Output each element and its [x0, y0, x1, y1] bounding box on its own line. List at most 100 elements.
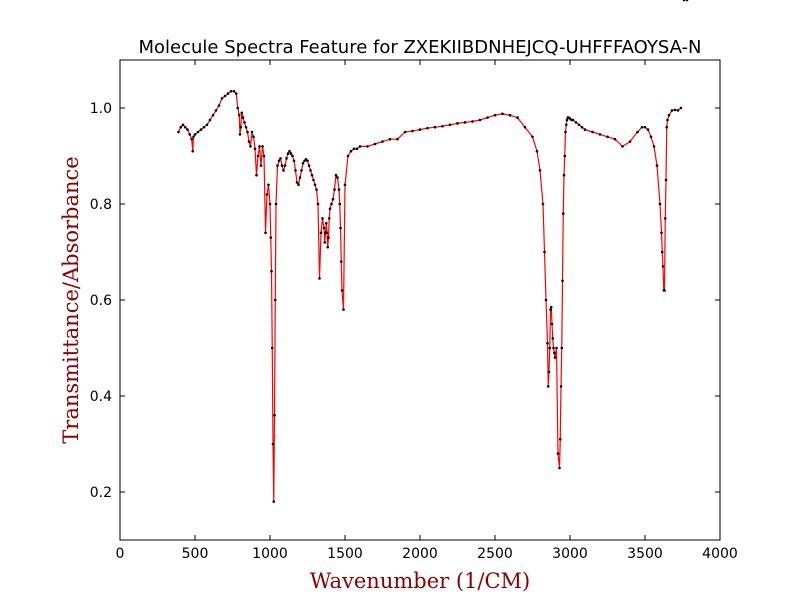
data-point	[649, 135, 653, 139]
y-axis-ticks: 0.2 0.4 0.6 0.8 1.0	[90, 101, 720, 501]
data-point	[282, 169, 285, 172]
data-point	[665, 125, 669, 129]
data-point	[551, 337, 555, 340]
data-point	[508, 113, 512, 117]
data-point	[310, 173, 314, 177]
data-point	[183, 125, 187, 129]
data-point	[277, 159, 281, 163]
data-point	[268, 202, 272, 206]
data-point	[463, 121, 467, 124]
data-point	[191, 149, 195, 153]
data-point	[663, 217, 667, 220]
data-point	[244, 125, 248, 129]
data-point	[324, 221, 328, 225]
data-point	[563, 154, 567, 158]
data-point	[336, 176, 339, 179]
data-point	[531, 135, 534, 139]
data-point	[666, 118, 669, 122]
data-point	[613, 137, 617, 141]
data-point	[258, 145, 261, 148]
data-point	[315, 188, 318, 191]
data-point	[381, 140, 384, 143]
data-point	[238, 133, 242, 136]
data-point	[355, 147, 359, 151]
data-point	[591, 130, 594, 134]
data-point	[556, 452, 560, 455]
data-point	[561, 279, 564, 283]
data-point	[234, 92, 238, 95]
data-point	[270, 346, 274, 350]
data-point	[448, 123, 452, 127]
data-point	[273, 413, 276, 417]
data-point	[550, 322, 554, 326]
x-tick-label: 2500	[477, 546, 513, 562]
data-point	[312, 178, 315, 182]
data-point	[433, 125, 437, 129]
data-point	[301, 161, 305, 165]
data-point	[186, 128, 189, 131]
data-point	[580, 125, 584, 129]
data-point	[478, 118, 482, 122]
data-point	[276, 164, 279, 167]
data-point	[352, 147, 356, 151]
data-point	[247, 140, 251, 143]
data-point	[240, 111, 244, 115]
data-point	[543, 250, 546, 254]
data-point	[241, 116, 245, 119]
data-point	[334, 173, 338, 177]
data-point	[552, 346, 555, 350]
x-tick-label: 3500	[627, 546, 663, 562]
data-point	[300, 169, 303, 172]
data-point	[330, 202, 333, 206]
data-point	[316, 202, 320, 206]
x-tick-label: 4000	[702, 546, 738, 562]
data-point	[250, 130, 254, 134]
data-point	[325, 231, 329, 235]
data-point	[516, 116, 519, 119]
data-point	[441, 124, 444, 128]
data-point	[327, 236, 330, 239]
data-point	[679, 106, 683, 110]
data-point	[660, 231, 663, 235]
data-point	[271, 442, 275, 446]
data-point	[574, 121, 578, 124]
data-point	[621, 145, 624, 148]
data-point	[179, 125, 183, 129]
x-tick-label: 2000	[402, 546, 438, 562]
data-point	[349, 149, 353, 153]
data-point	[283, 164, 287, 167]
data-point	[339, 226, 342, 230]
data-point	[546, 385, 550, 388]
data-point	[661, 265, 665, 268]
data-point	[319, 231, 323, 235]
data-point	[664, 178, 668, 182]
data-point	[538, 169, 542, 172]
data-point	[663, 289, 666, 292]
data-point	[418, 128, 422, 131]
data-point	[426, 126, 429, 130]
y-tick-label: 1.0	[90, 101, 112, 117]
data-point	[327, 217, 331, 220]
data-point	[456, 122, 459, 125]
data-point	[323, 241, 327, 244]
data-point	[199, 128, 203, 131]
data-point	[295, 181, 299, 184]
data-point	[259, 164, 263, 167]
data-point	[544, 298, 548, 302]
data-point	[564, 130, 567, 134]
data-point	[289, 152, 293, 155]
data-point	[541, 202, 545, 206]
data-point	[501, 112, 504, 116]
data-point	[211, 113, 215, 117]
data-point	[328, 207, 332, 211]
plot-frame	[119, 59, 721, 541]
data-point	[553, 356, 557, 359]
x-axis-label: Wavenumber (1/CM)	[310, 569, 531, 593]
data-point	[321, 217, 324, 220]
data-point	[598, 133, 602, 136]
data-point	[411, 129, 414, 133]
data-point	[643, 125, 647, 129]
data-point	[628, 140, 632, 143]
data-point	[190, 137, 193, 141]
